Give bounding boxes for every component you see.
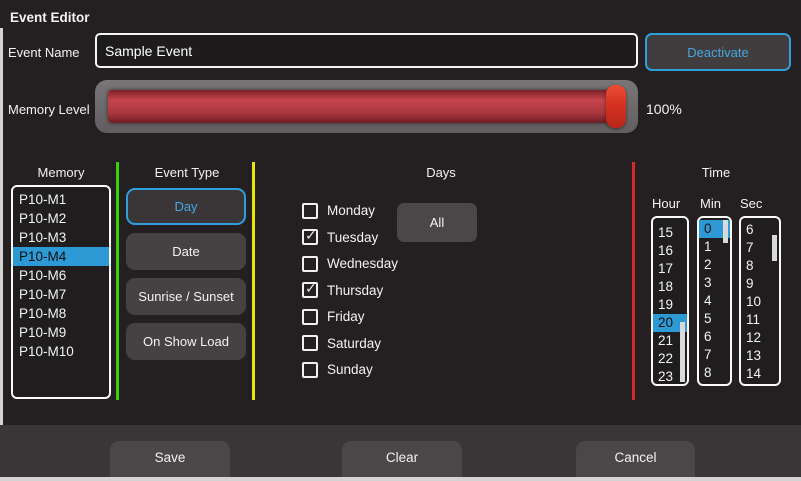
- day-row-thursday: ✓ Thursday: [302, 280, 398, 299]
- day-label-wednesday: Wednesday: [327, 256, 399, 272]
- memory-level-fill: [108, 90, 622, 123]
- day-row-sunday: Sunday: [302, 361, 398, 378]
- day-label-sunday: Sunday: [327, 362, 373, 378]
- sec-item-6[interactable]: 6: [746, 222, 754, 237]
- hour-column-label: Hour: [652, 196, 681, 211]
- hour-list[interactable]: 15 16 17 18 19 20 21 22 23: [651, 216, 689, 386]
- hour-item-17[interactable]: 17: [658, 261, 674, 276]
- divider-green: [116, 162, 119, 400]
- memory-item-p10-m9[interactable]: P10-M9: [19, 325, 67, 340]
- memory-level-handle[interactable]: [606, 85, 626, 128]
- day-checkbox-monday[interactable]: [302, 202, 318, 219]
- memory-item-p10-m7[interactable]: P10-M7: [19, 287, 67, 302]
- sec-item-12[interactable]: 12: [746, 330, 762, 345]
- window-edge-left: [0, 28, 3, 481]
- day-checkbox-saturday[interactable]: [302, 335, 318, 352]
- divider-yellow: [252, 162, 255, 400]
- hour-item-19[interactable]: 19: [658, 297, 674, 312]
- day-label-thursday: Thursday: [327, 282, 384, 298]
- checkmark-icon: ✓: [305, 280, 317, 297]
- cancel-button[interactable]: Cancel: [576, 441, 695, 481]
- min-item-1[interactable]: 1: [704, 239, 712, 254]
- day-checkbox-sunday[interactable]: [302, 361, 318, 378]
- event-type-button-date[interactable]: Date: [126, 233, 246, 270]
- hour-item-20[interactable]: 20: [653, 314, 687, 332]
- hour-item-16[interactable]: 16: [658, 243, 674, 258]
- day-checkbox-friday[interactable]: [302, 308, 318, 325]
- hour-item-22[interactable]: 22: [658, 351, 674, 366]
- clear-button[interactable]: Clear: [342, 441, 462, 481]
- sec-item-8[interactable]: 8: [746, 258, 754, 273]
- page-title: Event Editor: [10, 10, 90, 25]
- min-item-6[interactable]: 6: [704, 329, 712, 344]
- min-item-3[interactable]: 3: [704, 275, 712, 290]
- day-row-friday: Friday: [302, 308, 398, 325]
- hour-scrollbar-thumb[interactable]: [680, 322, 685, 382]
- sec-item-10[interactable]: 10: [746, 294, 762, 309]
- time-header: Time: [701, 165, 731, 180]
- divider-red: [632, 162, 635, 400]
- memory-level-percent: 100%: [646, 101, 682, 117]
- sec-item-13[interactable]: 13: [746, 348, 762, 363]
- min-scrollbar-thumb[interactable]: [723, 220, 728, 243]
- hour-item-21[interactable]: 21: [658, 333, 674, 348]
- memory-item-p10-m10[interactable]: P10-M10: [19, 344, 74, 359]
- memory-item-p10-m6[interactable]: P10-M6: [19, 268, 67, 283]
- min-column-label: Min: [700, 196, 721, 211]
- memory-header: Memory: [37, 165, 85, 180]
- event-type-header: Event Type: [154, 165, 220, 180]
- all-days-button[interactable]: All: [397, 203, 477, 242]
- memory-item-p10-m2[interactable]: P10-M2: [19, 211, 67, 226]
- sec-item-9[interactable]: 9: [746, 276, 754, 291]
- memory-item-p10-m8[interactable]: P10-M8: [19, 306, 67, 321]
- sec-column-label: Sec: [740, 196, 763, 211]
- event-name-input[interactable]: [95, 33, 638, 68]
- day-checkbox-wednesday[interactable]: [302, 255, 318, 272]
- deactivate-button[interactable]: Deactivate: [645, 33, 791, 71]
- memory-item-p10-m1[interactable]: P10-M1: [19, 192, 67, 207]
- days-checkbox-list: Monday ✓ Tuesday Wednesday ✓ Thursday Friday Sa…: [302, 202, 398, 388]
- day-checkbox-thursday[interactable]: ✓: [302, 280, 318, 299]
- hour-item-18[interactable]: 18: [658, 279, 674, 294]
- day-row-monday: Monday: [302, 202, 398, 219]
- sec-item-14[interactable]: 14: [746, 366, 762, 381]
- memory-level-slider[interactable]: [95, 80, 638, 133]
- min-item-4[interactable]: 4: [704, 293, 712, 308]
- memory-list[interactable]: P10-M1 P10-M2 P10-M3 P10-M4 P10-M6 P10-M7 P10-…: [11, 185, 111, 399]
- day-row-tuesday: ✓ Tuesday: [302, 227, 398, 246]
- sec-item-7[interactable]: 7: [746, 240, 754, 255]
- sec-scrollbar-thumb[interactable]: [772, 235, 777, 261]
- window-edge-bottom: [0, 477, 801, 481]
- event-type-buttons: Day Date Sunrise / Sunset On Show Load: [126, 188, 246, 368]
- memory-level-label: Memory Level: [8, 102, 90, 117]
- min-item-5[interactable]: 5: [704, 311, 712, 326]
- day-checkbox-tuesday[interactable]: ✓: [302, 227, 318, 246]
- day-label-friday: Friday: [327, 309, 365, 325]
- min-item-2[interactable]: 2: [704, 257, 712, 272]
- event-name-label: Event Name: [8, 45, 80, 60]
- save-button[interactable]: Save: [110, 441, 230, 481]
- hour-item-15[interactable]: 15: [658, 225, 674, 240]
- event-type-button-on-show-load[interactable]: On Show Load: [126, 323, 246, 360]
- day-row-wednesday: Wednesday: [302, 255, 399, 272]
- sec-item-11[interactable]: 11: [746, 312, 761, 327]
- event-type-button-sunrise-sunset[interactable]: Sunrise / Sunset: [126, 278, 246, 315]
- min-item-7[interactable]: 7: [704, 347, 712, 362]
- sec-list[interactable]: 6 7 8 9 10 11 12 13 14: [739, 216, 781, 386]
- day-label-monday: Monday: [327, 203, 376, 219]
- checkmark-icon: ✓: [305, 227, 317, 244]
- hour-item-23[interactable]: 23: [658, 369, 674, 384]
- day-label-tuesday: Tuesday: [327, 229, 379, 245]
- event-type-button-day[interactable]: Day: [126, 188, 246, 225]
- memory-item-p10-m3[interactable]: P10-M3: [19, 230, 67, 245]
- memory-item-p10-m4[interactable]: P10-M4: [13, 247, 109, 266]
- day-row-saturday: Saturday: [302, 335, 398, 352]
- min-item-0[interactable]: 0: [699, 220, 730, 238]
- min-item-8[interactable]: 8: [704, 365, 712, 380]
- day-label-saturday: Saturday: [327, 335, 382, 351]
- days-header: Days: [426, 165, 456, 180]
